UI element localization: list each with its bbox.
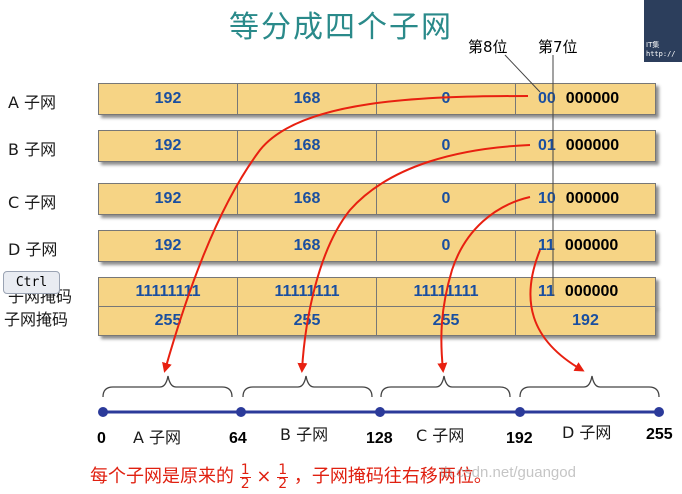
arrow-c bbox=[437, 196, 531, 373]
arrow-b bbox=[297, 144, 531, 373]
segment-label-d: D 子网 bbox=[562, 423, 612, 442]
octet: 0 bbox=[377, 184, 516, 214]
arrow-a bbox=[162, 95, 529, 373]
corner-text-1: IT集 bbox=[646, 41, 660, 49]
page-title: 等分成四个子网 bbox=[229, 10, 453, 45]
subnet-bits: 00 bbox=[538, 90, 556, 107]
watermark: tb.csdn.net/guangod bbox=[440, 464, 576, 481]
axis-tick-64: 64 bbox=[229, 430, 247, 447]
footer-suffix: ，子网掩码往右移两位。 bbox=[293, 466, 492, 487]
axis-tick-255: 255 bbox=[646, 426, 673, 443]
fraction-2-num: 1 bbox=[277, 461, 289, 478]
octet-4: 00 000000 bbox=[516, 84, 655, 114]
ctrl-key-tooltip: Ctrl bbox=[3, 271, 60, 294]
corner-text-2: http:// bbox=[646, 50, 676, 58]
subnet-bits: 11 bbox=[538, 237, 555, 254]
octet: 192 bbox=[99, 84, 238, 114]
octet: 168 bbox=[238, 231, 377, 261]
host-bits: 000000 bbox=[565, 90, 620, 107]
bit8-label: 第8位 bbox=[468, 38, 508, 56]
address-axis bbox=[98, 407, 664, 417]
segment-label-c: C 子网 bbox=[416, 426, 465, 445]
octet: 192 bbox=[99, 231, 238, 261]
brace-c bbox=[380, 375, 511, 398]
mask-bits: 11 bbox=[538, 283, 555, 300]
footer-prefix: 每个子网是原来的 bbox=[90, 466, 234, 487]
footer-note: 每个子网是原来的 1 2 × 1 2 ，子网掩码往右移两位。 bbox=[90, 462, 492, 491]
octet: 192 bbox=[99, 131, 238, 161]
segment-label-b: B 子网 bbox=[280, 425, 329, 444]
octet: 255 bbox=[377, 307, 516, 335]
ip-bar-c: 192 168 0 10 000000 bbox=[98, 183, 656, 215]
segment-label-a: A 子网 bbox=[133, 428, 182, 447]
octet: 192 bbox=[99, 184, 238, 214]
row-label-b: B 子网 bbox=[8, 140, 57, 159]
mask-binary-bar: 11111111 11111111 11111111 11 000000 bbox=[98, 277, 656, 307]
fraction-2: 1 2 bbox=[277, 461, 289, 492]
arrow-d bbox=[529, 249, 585, 372]
fraction-2-den: 2 bbox=[278, 475, 288, 492]
subnet-bits: 01 bbox=[538, 137, 556, 154]
braces bbox=[102, 375, 660, 398]
octet: 168 bbox=[238, 184, 377, 214]
octet: 0 bbox=[377, 231, 516, 261]
brace-b bbox=[242, 375, 373, 398]
octet: 192 bbox=[572, 312, 599, 329]
fraction-1-num: 1 bbox=[239, 461, 251, 478]
fraction-1: 1 2 bbox=[239, 461, 251, 492]
row-label-c: C 子网 bbox=[8, 193, 57, 212]
octet-4: 11 000000 bbox=[516, 231, 655, 261]
host-bits: 000000 bbox=[565, 190, 620, 207]
ip-bar-b: 192 168 0 01 000000 bbox=[98, 130, 656, 162]
bit7-label: 第7位 bbox=[538, 38, 578, 56]
octet: 11111111 bbox=[238, 278, 377, 306]
axis-tick-192: 192 bbox=[506, 430, 533, 447]
host-bits: 000000 bbox=[565, 137, 620, 154]
brace-a bbox=[102, 375, 233, 398]
axis-tick-0: 0 bbox=[97, 430, 106, 447]
times-sign: × bbox=[256, 466, 272, 487]
ip-bar-d: 192 168 0 11 000000 bbox=[98, 230, 656, 262]
subnet-bits: 10 bbox=[538, 190, 556, 207]
bit-pointer-lines bbox=[504, 54, 554, 296]
octet: 255 bbox=[99, 307, 238, 335]
mask-decimal-label: 子网掩码 bbox=[4, 310, 69, 329]
octet: 11111111 bbox=[99, 278, 238, 306]
octet: 168 bbox=[238, 84, 377, 114]
octet-4: 10 000000 bbox=[516, 184, 655, 214]
host-bits: 000000 bbox=[564, 237, 619, 254]
row-label-d: D 子网 bbox=[8, 240, 58, 259]
axis-tick-128: 128 bbox=[366, 430, 393, 447]
octet-4: 11 000000 bbox=[516, 278, 655, 306]
row-label-a: A 子网 bbox=[8, 93, 57, 112]
mask-decimal-bar: 255 255 255 192 bbox=[98, 306, 656, 336]
brace-d bbox=[519, 375, 660, 398]
octet-4: 01 000000 bbox=[516, 131, 655, 161]
mapping-arrows bbox=[162, 95, 585, 373]
host-bits: 000000 bbox=[564, 283, 619, 300]
octet: 168 bbox=[238, 131, 377, 161]
fraction-1-den: 2 bbox=[240, 475, 250, 492]
corner-thumbnail: IT集 http:// bbox=[644, 0, 682, 62]
